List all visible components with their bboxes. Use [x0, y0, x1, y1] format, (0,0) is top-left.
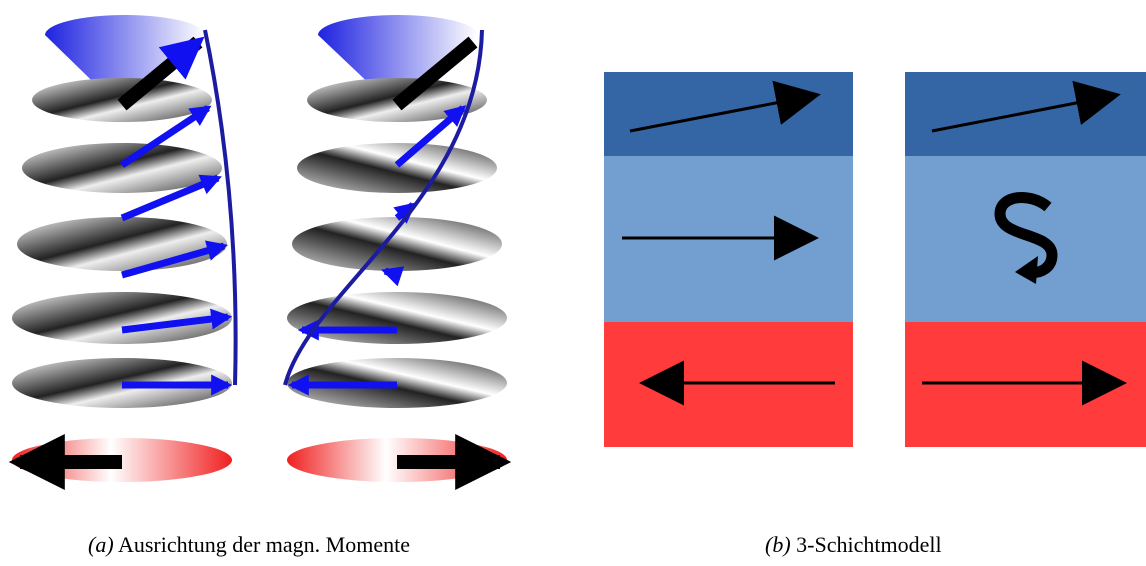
- caption-text: 3-Schichtmodell: [796, 532, 941, 557]
- stack-right: [285, 15, 507, 482]
- caption-b: (b) 3-Schichtmodell: [765, 532, 942, 557]
- stack-left: [12, 15, 236, 482]
- caption-text: Ausrichtung der magn. Momente: [118, 532, 410, 557]
- cone-stacks: [12, 15, 507, 482]
- caption-label: (b): [765, 532, 791, 557]
- caption-label: (a): [88, 532, 114, 557]
- layer-models: [604, 72, 1146, 447]
- figure: (a) Ausrichtung der magn. Momente (b) 3-…: [0, 0, 1146, 566]
- caption-a: (a) Ausrichtung der magn. Momente: [88, 532, 410, 557]
